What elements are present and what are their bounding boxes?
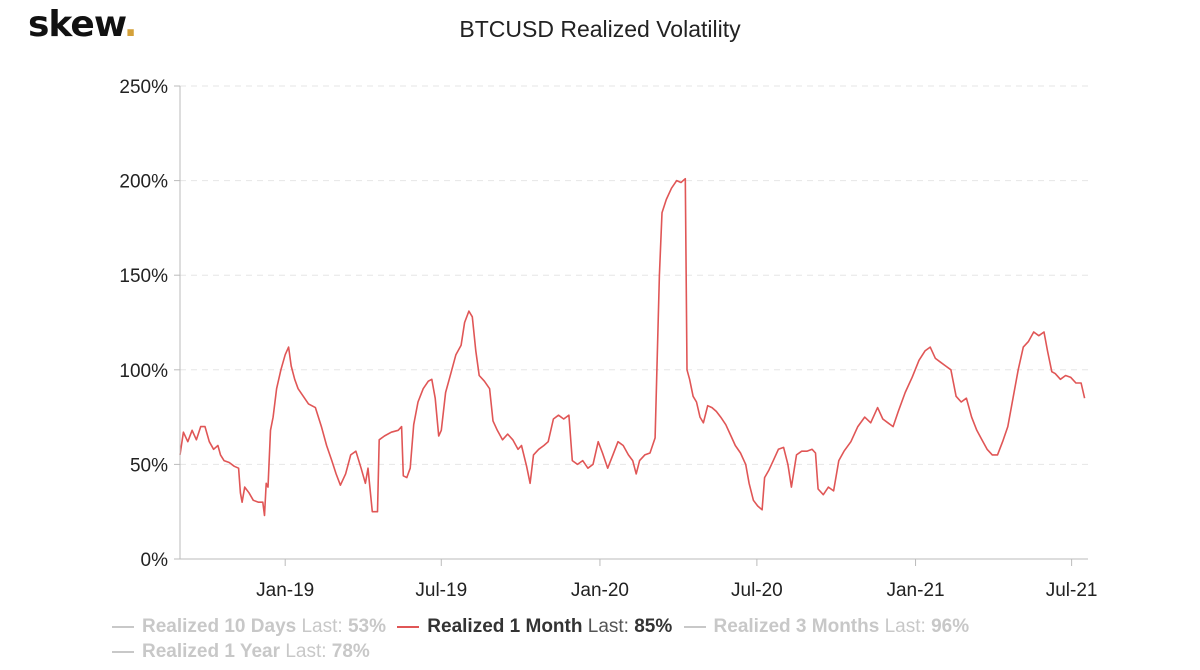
y-tick-label: 100%	[119, 361, 168, 382]
x-axis-ticks: Jan-19 Jul-19 Jan-20 Jul-20 Jan-21 Jul-21	[256, 559, 1097, 601]
legend-swatch	[683, 625, 706, 628]
legend-item-realized-10-days[interactable]: Realized 10 Days Last: 53%	[112, 614, 386, 639]
x-tick-label: Jan-20	[571, 580, 629, 601]
x-tick-label: Jul-20	[731, 580, 783, 601]
x-tick-label: Jul-21	[1046, 580, 1098, 601]
y-tick-label: 0%	[141, 550, 169, 571]
y-axis-ticks: 0% 50% 100% 150% 200% 250%	[119, 77, 180, 571]
x-tick-label: Jul-19	[415, 580, 467, 601]
legend-item-realized-3-months[interactable]: Realized 3 Months Last: 96%	[683, 614, 969, 639]
x-tick-label: Jan-21	[886, 580, 944, 601]
chart-title: BTCUSD Realized Volatility	[459, 16, 741, 42]
legend: Realized 10 Days Last: 53% Realized 1 Mo…	[112, 614, 1112, 664]
legend-swatch	[112, 625, 134, 628]
y-tick-label: 50%	[130, 455, 168, 476]
legend-swatch	[112, 650, 134, 653]
y-tick-label: 250%	[119, 77, 168, 98]
series-line-realized-1-month[interactable]	[179, 177, 1086, 517]
legend-swatch	[397, 625, 420, 628]
legend-item-realized-1-month[interactable]: Realized 1 Month Last: 85%	[397, 614, 672, 639]
y-tick-label: 150%	[119, 266, 168, 287]
x-tick-label: Jan-19	[256, 580, 314, 601]
legend-item-realized-1-year[interactable]: Realized 1 Year Last: 78%	[112, 639, 370, 664]
y-tick-label: 200%	[119, 172, 168, 193]
skew-logo: skew.	[28, 4, 137, 45]
series-layer	[179, 177, 1086, 517]
